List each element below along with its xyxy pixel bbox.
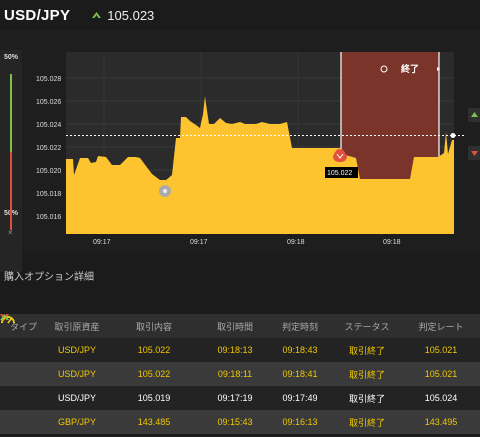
y-tick-label: 105.020 [36,168,61,175]
current-price-dot [450,133,456,138]
entry-price-label: 105.022 [327,170,352,177]
entry-rate: 143.485 [137,417,171,427]
result-cell: 105.021 [424,369,458,379]
table-row[interactable]: GBP/JPY 143.485 09:15:43 09:16:13 取引終了 143.49… [0,314,480,434]
section-title: 購入オプション詳細 [4,272,94,283]
time-cell: 09:17:19 [217,393,253,403]
status-cell: 取引終了 [348,369,385,380]
status-cell: 取引終了 [348,345,385,356]
down-chevron-icon [336,153,344,159]
price-area [66,96,454,234]
entry-price-box [325,167,358,178]
judge-cell: 09:17:49 [282,393,318,403]
clock-icon [380,65,388,73]
up-arrow-icon [0,314,9,320]
options-table: タイプ 取引原資産 取引内容 取引時間 判定時刻 ステータス 判定レート USD… [0,314,480,434]
past-trade-dot [163,189,167,193]
content-cell: 143.485 [0,314,202,427]
x-tick-label: 09:18 [383,239,401,246]
price-display: 105.023 [92,8,154,23]
entry-rate: 105.022 [137,345,171,355]
asset-cell: GBP/JPY [57,417,96,427]
status-cell: 取引終了 [348,393,385,404]
up-arrow-icon [92,12,102,18]
col-rate: 判定レート [418,321,464,332]
entry-rate: 105.019 [137,393,171,403]
col-status: ステータス [344,321,390,332]
x-tick-label: 09:17 [93,239,111,246]
gauge-up-bar [10,74,12,152]
col-type: タイプ [10,321,38,332]
result-cell: 105.021 [424,345,458,355]
call-arrow-icon [471,112,478,117]
expiry-label: 終了 [401,63,419,75]
judge-cell: 09:16:13 [282,417,318,427]
y-tick-label: 105.022 [36,145,61,152]
gauge-top-percent: 50% [4,54,19,61]
gauge-down-bar [10,152,12,230]
chart-panel: 50% 50% × 105.028105.026105.024105.02210… [0,30,480,272]
col-judge: 判定時刻 [281,321,318,332]
status-cell: 取引終了 [348,417,385,428]
entry-rate: 105.022 [137,369,171,379]
content-cell: 105.019 [0,314,202,403]
y-tick-label: 105.016 [36,214,61,221]
table-row[interactable]: USD/JPY 105.022 09:18:13 09:18:43 取引終了 105.02… [0,314,480,362]
header-bar: USD/JPY 105.023 [0,0,480,30]
result-cell: 105.024 [424,393,458,403]
judge-cell: 09:18:41 [282,369,318,379]
col-content: 取引内容 [135,321,172,332]
y-tick-label: 105.028 [36,76,61,83]
table-header: タイプ 取引原資産 取引内容 取引時間 判定時刻 ステータス 判定レート [0,314,480,338]
time-cell: 09:18:11 [217,369,253,379]
x-tick-label: 09:17 [190,239,208,246]
time-cell: 09:15:43 [217,417,253,427]
table-row[interactable]: USD/JPY 105.019 09:17:19 09:17:49 取引終了 105.02… [0,314,480,410]
asset-cell: USD/JPY [57,393,96,403]
expiry-arrow-icon [437,67,440,71]
gauge-close-icon[interactable]: × [8,228,13,237]
currency-pair[interactable]: USD/JPY [4,6,71,24]
current-price: 105.023 [107,7,155,23]
put-arrow-icon [471,151,478,156]
price-chart[interactable]: 105.028 105.026 105.024 105.022 105.020 105.0… [0,30,480,252]
y-tick-label: 105.024 [36,122,61,129]
asset-cell: USD/JPY [57,345,96,355]
col-time: 取引時間 [216,321,253,332]
asset-cell: USD/JPY [57,369,96,379]
content-cell: 105.022 [0,314,202,355]
y-tick-label: 105.026 [36,99,61,106]
col-asset: 取引原資産 [54,321,100,332]
x-tick-label: 09:18 [287,239,305,246]
result-cell: 143.495 [424,417,458,427]
time-cell: 09:18:13 [217,345,253,355]
judge-cell: 09:18:43 [282,345,318,355]
y-tick-label: 105.018 [36,191,61,198]
table-row[interactable]: USD/JPY 105.022 09:18:11 09:18:41 取引終了 105.02… [0,314,480,386]
content-cell: 105.022 [0,314,202,379]
down-marker-icon [333,148,347,162]
